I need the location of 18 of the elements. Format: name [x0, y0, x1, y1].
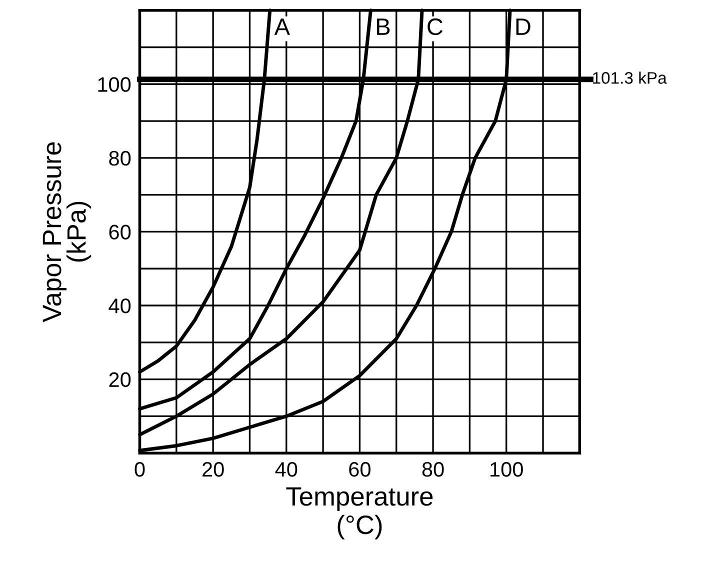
- x-tick-label: 100: [490, 462, 523, 477]
- y-tick-label: 40: [108, 298, 131, 314]
- ref-line-label: 101.3 kPa: [593, 72, 667, 84]
- x-tick-label: 0: [134, 462, 145, 477]
- y-tick-label: 80: [109, 150, 131, 166]
- series-label: D: [516, 18, 530, 35]
- series-label: A: [274, 18, 290, 35]
- series-label: B: [377, 18, 390, 35]
- x-tick-label: 40: [275, 462, 298, 477]
- y-tick-label: 100: [98, 77, 131, 92]
- x-tick-label: 80: [422, 462, 444, 477]
- series-label: C: [428, 18, 443, 36]
- x-tick-label: 20: [202, 462, 224, 477]
- x-axis-title: Temperature (°C): [286, 487, 433, 540]
- y-axis-title: Vapor Pressure (kPa): [42, 142, 92, 322]
- y-tick-label: 20: [109, 372, 131, 388]
- y-tick-label: 60: [109, 224, 131, 240]
- x-tick-label: 60: [349, 462, 370, 477]
